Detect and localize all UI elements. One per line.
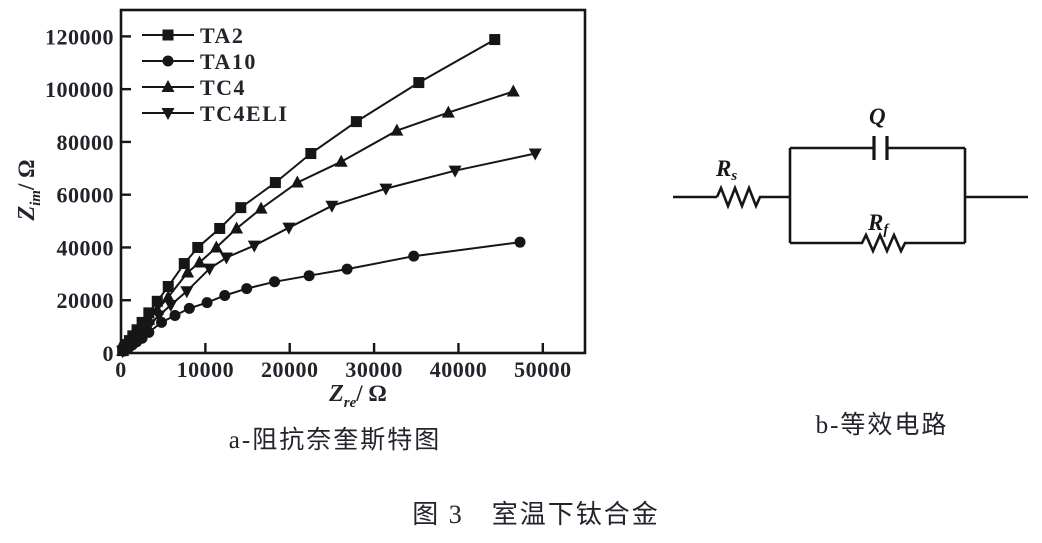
- legend-label: TC4ELI: [200, 101, 288, 126]
- circle-marker: [219, 289, 231, 301]
- square-marker: [413, 77, 425, 89]
- x-axis-title: Zre/ Ω: [328, 381, 387, 411]
- y-tick-label: 120000: [45, 24, 114, 49]
- legend-item-TA10: TA10: [142, 49, 257, 74]
- label-Rs-sub: s: [731, 168, 738, 184]
- triangle-up-marker: [390, 123, 404, 136]
- circle-legend-marker: [162, 55, 174, 67]
- triangle-down-marker: [164, 299, 178, 312]
- square-marker: [489, 34, 501, 46]
- plot-frame: [119, 8, 587, 355]
- resistor-Rs-zigzag: [715, 184, 790, 210]
- capacitor-Q-plates: [872, 136, 889, 160]
- triangle-up-marker: [230, 221, 244, 234]
- square-marker: [178, 258, 190, 270]
- y-tick-label: 20000: [57, 288, 115, 313]
- x-tick-label: 10000: [177, 357, 235, 382]
- label-Q: Q: [869, 105, 886, 128]
- equivalent-circuit-diagram: [673, 136, 1028, 255]
- square-marker: [192, 241, 204, 253]
- x-tick-label: 50000: [514, 357, 572, 382]
- square-legend-marker: [162, 29, 174, 41]
- triangle-down-marker: [143, 319, 157, 332]
- legend-item-TA2: TA2: [142, 23, 244, 48]
- triangle-up-marker: [441, 105, 455, 118]
- circle-marker: [341, 263, 353, 275]
- triangle-up-marker: [506, 84, 520, 97]
- triangle-up-marker: [254, 201, 268, 214]
- x-axis: 0 10000 20000 30000 40000 50000: [115, 343, 571, 382]
- triangle-down-marker: [152, 310, 166, 323]
- resistor-Rf-branch: [790, 231, 965, 255]
- triangle-up-legend-marker: [161, 80, 175, 92]
- series-TC4ELI: [116, 148, 542, 359]
- triangle-up-marker: [209, 240, 223, 253]
- x-tick-label: 0: [115, 357, 127, 382]
- triangle-up-marker: [334, 154, 348, 167]
- triangle-down-marker: [528, 148, 542, 161]
- circle-marker: [408, 250, 420, 262]
- circle-marker: [514, 236, 526, 248]
- triangle-up-marker: [192, 255, 206, 268]
- label-Rf-base: R: [868, 210, 884, 235]
- x-tick-label: 30000: [345, 357, 403, 382]
- triangle-down-marker: [203, 263, 217, 276]
- triangle-down-marker: [219, 252, 233, 265]
- label-Q-text: Q: [869, 104, 886, 129]
- triangle-up-marker: [290, 175, 304, 188]
- triangle-down-marker: [130, 331, 144, 344]
- square-marker: [214, 222, 226, 234]
- series-TA2: [117, 34, 501, 357]
- square-marker: [151, 295, 163, 307]
- triangle-down-marker: [325, 200, 339, 213]
- square-marker: [235, 202, 247, 214]
- legend-label: TC4: [200, 75, 246, 100]
- legend-item-TC4ELI: TC4ELI: [142, 101, 288, 126]
- x-tick-label: 20000: [261, 357, 319, 382]
- triangle-down-marker: [282, 222, 296, 235]
- circle-marker: [169, 310, 181, 322]
- triangle-down-marker: [180, 286, 194, 299]
- y-tick-label: 80000: [57, 130, 115, 155]
- label-Rf: Rf: [868, 210, 888, 238]
- panel-b-caption: b-等效电路: [815, 412, 949, 439]
- label-Rf-sub: f: [883, 222, 889, 238]
- square-marker: [162, 281, 174, 293]
- y-tick-label: 60000: [57, 183, 115, 208]
- legend-label: TA2: [200, 23, 244, 48]
- label-Rs-base: R: [716, 156, 732, 181]
- triangle-down-legend-marker: [161, 108, 175, 120]
- circle-marker: [183, 302, 195, 314]
- figure-caption: 图 3 室温下钛合金: [412, 500, 660, 529]
- legend-label: TA10: [200, 49, 257, 74]
- panel-a-caption: a-阻抗奈奎斯特图: [228, 427, 442, 454]
- y-tick-label: 100000: [45, 77, 114, 102]
- triangle-up-marker: [181, 265, 195, 278]
- circle-marker: [241, 283, 253, 295]
- series-TC4ELI-line: [121, 152, 536, 352]
- triangle-up-marker: [161, 290, 175, 303]
- circle-marker: [303, 270, 315, 282]
- triangle-down-marker: [448, 165, 462, 178]
- x-tick-label: 40000: [430, 357, 488, 382]
- square-marker: [269, 177, 281, 189]
- y-axis: 0 20000 40000 60000 80000 100000 120000: [45, 24, 131, 366]
- nyquist-plot: 0 10000 20000 30000 40000 50000 0 20000 40000 600…: [14, 8, 587, 411]
- label-Rs: Rs: [716, 156, 737, 184]
- square-marker: [350, 116, 362, 128]
- triangle-down-marker: [247, 240, 261, 253]
- square-marker: [305, 148, 317, 160]
- y-tick-label: 0: [103, 341, 115, 366]
- triangle-down-marker: [379, 183, 393, 196]
- y-axis-title: Zim/ Ω: [14, 159, 44, 221]
- legend-item-TC4: TC4: [142, 75, 246, 100]
- circle-marker: [201, 297, 213, 309]
- y-tick-label: 40000: [57, 235, 115, 260]
- circle-marker: [269, 276, 281, 288]
- triangle-down-marker: [136, 325, 150, 338]
